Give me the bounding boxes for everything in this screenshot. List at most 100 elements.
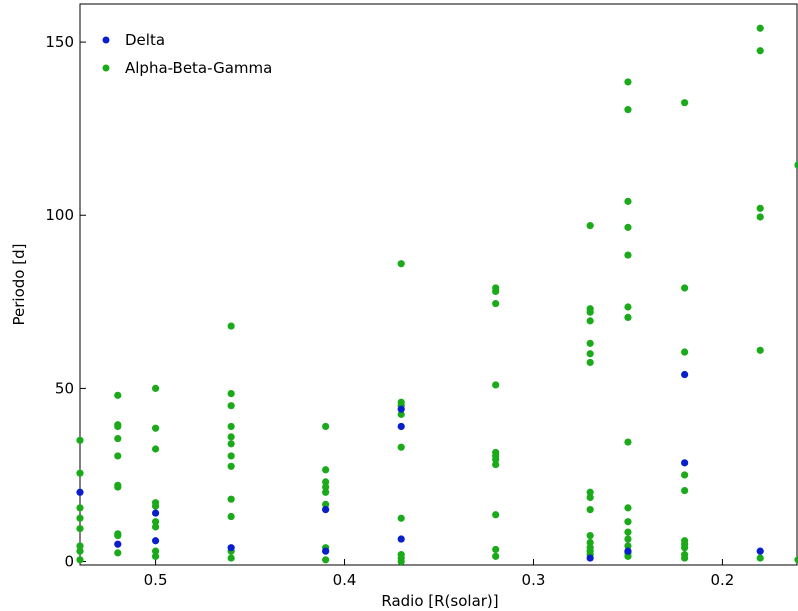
data-point-alpha-beta-gamma [151,518,160,526]
data-point-alpha-beta-gamma [227,433,235,441]
data-point-alpha-beta-gamma [397,557,405,566]
data-point-alpha-beta-gamma [624,438,632,446]
data-point-alpha-beta-gamma [624,197,632,205]
data-point-alpha-beta-gamma [322,556,330,564]
data-point-alpha-beta-gamma [586,531,594,540]
data-point-alpha-beta-gamma [624,313,632,321]
data-point-alpha-beta-gamma [322,500,330,508]
data-point-alpha-beta-gamma [681,99,689,107]
data-point-delta [322,547,330,555]
data-point-alpha-beta-gamma [76,504,84,512]
data-point-alpha-beta-gamma [397,410,405,418]
legend-label-delta: Delta [125,31,165,49]
data-point-alpha-beta-gamma [76,469,84,477]
data-point-alpha-beta-gamma [151,445,160,453]
data-point-alpha-beta-gamma [624,78,632,86]
data-point-alpha-beta-gamma [586,505,594,514]
data-point-alpha-beta-gamma [756,213,764,221]
data-point-alpha-beta-gamma [586,350,594,358]
legend-marker-alpha-beta-gamma [102,64,110,72]
data-point-delta [397,535,405,543]
data-point-alpha-beta-gamma [681,544,689,552]
data-point-alpha-beta-gamma [586,308,594,316]
y-tick-label: 50 [55,379,74,397]
data-point-alpha-beta-gamma [624,518,632,526]
data-point-alpha-beta-gamma [586,358,594,367]
data-point-alpha-beta-gamma [492,545,500,554]
data-point-alpha-beta-gamma [114,435,122,443]
data-point-delta [397,422,405,431]
data-point-alpha-beta-gamma [227,554,235,562]
data-point-delta [756,547,764,555]
y-axis-title: Periodo [d] [10,244,28,326]
data-point-alpha-beta-gamma [756,346,764,354]
data-point-alpha-beta-gamma [227,452,235,460]
data-point-delta [114,540,122,548]
data-point-alpha-beta-gamma [492,287,500,296]
plot-border [79,3,798,566]
data-points [76,24,798,566]
data-point-delta [624,547,632,555]
data-point-alpha-beta-gamma [76,556,84,564]
data-point-alpha-beta-gamma [322,422,330,431]
data-point-alpha-beta-gamma [492,299,500,308]
data-point-delta [681,370,689,379]
data-point-delta [151,537,160,545]
data-point-alpha-beta-gamma [492,511,500,519]
data-point-alpha-beta-gamma [624,251,632,259]
data-point-alpha-beta-gamma [681,486,689,495]
data-point-delta [322,505,330,514]
y-tick-label: 100 [45,206,74,224]
data-point-alpha-beta-gamma [151,384,160,392]
data-point-alpha-beta-gamma [624,106,632,114]
x-tick-label: 0.5 [144,571,168,589]
data-point-alpha-beta-gamma [322,483,330,491]
data-point-alpha-beta-gamma [227,440,235,448]
data-point-alpha-beta-gamma [322,488,330,496]
data-point-delta [681,459,689,467]
data-point-alpha-beta-gamma [397,514,405,522]
x-axis-title: Radio [R(solar)] [381,592,498,610]
data-point-alpha-beta-gamma [151,424,160,432]
data-point-alpha-beta-gamma [114,452,122,460]
data-point-alpha-beta-gamma [227,495,235,503]
data-point-alpha-beta-gamma [756,204,764,212]
data-point-alpha-beta-gamma [227,402,235,410]
data-point-alpha-beta-gamma [586,222,594,230]
data-point-delta [227,544,235,552]
data-point-alpha-beta-gamma [492,460,500,469]
data-point-alpha-beta-gamma [76,514,84,522]
data-point-alpha-beta-gamma [227,389,235,398]
legend: Delta Alpha-Beta-Gamma [102,31,272,77]
legend-marker-delta [102,36,110,44]
x-tick-label: 0.2 [710,571,734,589]
data-point-alpha-beta-gamma [114,483,122,491]
data-point-delta [76,488,84,496]
data-point-alpha-beta-gamma [624,303,632,311]
data-point-alpha-beta-gamma [681,348,689,356]
data-point-alpha-beta-gamma [76,542,84,550]
data-point-alpha-beta-gamma [151,547,160,555]
data-point-alpha-beta-gamma [624,504,632,512]
data-point-alpha-beta-gamma [151,523,160,531]
data-point-alpha-beta-gamma [114,549,122,557]
data-point-alpha-beta-gamma [322,466,330,474]
data-point-alpha-beta-gamma [586,538,594,547]
data-point-alpha-beta-gamma [114,422,122,431]
data-point-alpha-beta-gamma [756,554,764,562]
data-point-alpha-beta-gamma [76,525,84,533]
data-point-alpha-beta-gamma [322,478,330,486]
data-point-alpha-beta-gamma [227,462,235,470]
legend-label-alpha-beta-gamma: Alpha-Beta-Gamma [125,59,272,77]
data-point-alpha-beta-gamma [492,455,500,463]
data-point-alpha-beta-gamma [624,223,632,231]
data-point-alpha-beta-gamma [492,552,500,560]
data-point-alpha-beta-gamma [624,552,632,560]
data-point-alpha-beta-gamma [756,24,764,32]
data-point-alpha-beta-gamma [76,436,84,444]
data-point-alpha-beta-gamma [794,161,798,169]
y-tick-label: 0 [64,553,74,571]
data-point-alpha-beta-gamma [681,554,689,562]
data-point-alpha-beta-gamma [624,528,632,536]
y-axis-ticks: 0 50 100 150 [45,33,86,571]
